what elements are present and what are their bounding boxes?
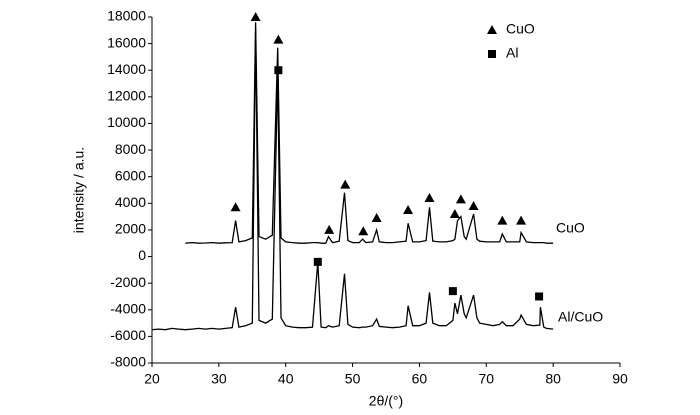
peak-marker <box>230 202 241 212</box>
y-tick-label: 2000 <box>115 221 146 237</box>
y-tick-label: 16000 <box>107 34 146 50</box>
data-line <box>151 30 554 331</box>
peak-marker <box>371 212 382 222</box>
series-label: CuO <box>556 220 585 236</box>
y-axis-label: intensity / a.u. <box>71 147 87 233</box>
y-tick-label: -2000 <box>110 274 146 290</box>
peak-marker <box>273 34 284 44</box>
x-tick-label: 50 <box>345 371 361 387</box>
x-tick-label: 80 <box>545 371 561 387</box>
x-tick-label: 70 <box>478 371 494 387</box>
x-tick-label: 40 <box>278 371 294 387</box>
peak-marker <box>497 215 508 225</box>
x-tick-label: 90 <box>612 371 628 387</box>
legend-label: Al <box>506 45 518 61</box>
peak-marker <box>516 215 527 225</box>
y-tick-label: 10000 <box>107 114 146 130</box>
legend-symbol <box>487 25 497 34</box>
peak-marker <box>324 224 335 234</box>
legend-label: CuO <box>506 21 535 37</box>
y-tick-label: 6000 <box>115 167 146 183</box>
y-tick-label: -8000 <box>110 354 146 370</box>
peak-marker <box>358 226 369 236</box>
peak-marker <box>455 194 466 204</box>
peak-marker <box>313 257 322 266</box>
peak-marker <box>449 208 460 218</box>
y-tick-label: 12000 <box>107 88 146 104</box>
y-tick-label: 18000 <box>107 8 146 24</box>
y-tick-label: 14000 <box>107 61 146 77</box>
peak-marker <box>274 66 283 75</box>
y-tick-label: -6000 <box>110 327 146 343</box>
legend-symbol <box>488 50 496 58</box>
x-tick-label: 60 <box>412 371 428 387</box>
x-tick-label: 30 <box>211 371 227 387</box>
peak-marker <box>424 192 435 202</box>
y-tick-label: -4000 <box>110 300 146 316</box>
data-line <box>185 22 554 244</box>
y-tick-label: 8000 <box>115 141 146 157</box>
y-tick-label: 4000 <box>115 194 146 210</box>
peak-marker <box>403 204 414 214</box>
x-axis-label: 2θ/(°) <box>369 393 403 409</box>
x-tick-label: 20 <box>144 371 160 387</box>
peak-marker <box>250 12 261 21</box>
peak-marker <box>448 287 457 296</box>
peak-marker <box>340 179 351 189</box>
y-tick-label: 0 <box>138 247 146 263</box>
peak-marker <box>468 200 479 210</box>
peak-marker <box>535 292 544 301</box>
series-label: Al/CuO <box>558 309 603 325</box>
